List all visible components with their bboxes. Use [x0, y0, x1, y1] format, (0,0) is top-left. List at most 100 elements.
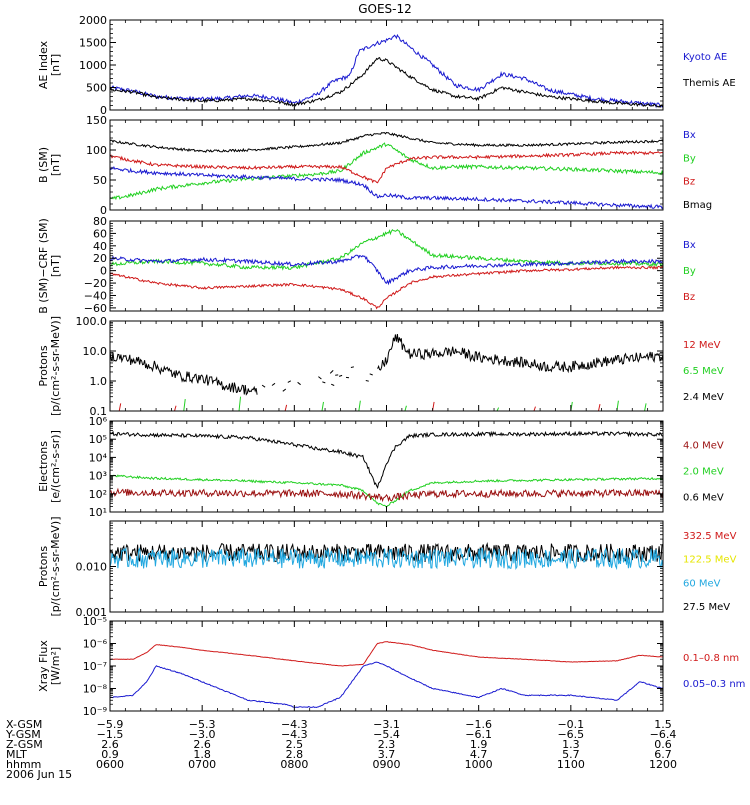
series-line-1: [110, 541, 663, 563]
panel-protons_high: 0.001 0.010 Protons [p/(cm²-s-sr-MeV)] 332.5…: [37, 517, 737, 620]
legend-entry: 122.5 MeV: [683, 555, 737, 566]
x-axis-table: X-GSM −5.9 −5.3 −4.3 −3.1 −1.6 −0.1 1.5 Y-GSM −1.…: [5, 718, 677, 781]
series-line-1: [110, 430, 663, 490]
panel-protons_low: 0.1 1.0 10.0 100.0 Protons [p/(cm²-s-sr-MeV)]…: [37, 315, 724, 418]
panel-series-group: [110, 334, 663, 411]
series-spike: [404, 405, 407, 411]
series-line-2: [110, 57, 663, 109]
y-tick-label: 10.0: [83, 345, 108, 358]
x-axis-row-value: −6.4: [650, 728, 677, 741]
x-axis-row-value: −4.3: [281, 718, 308, 731]
y-tick-label: 10⁻⁵: [83, 615, 107, 628]
x-axis-row-value: 0600: [96, 758, 124, 771]
y-tick-label: 10⁶: [89, 415, 108, 428]
x-axis-row-value: 1100: [557, 758, 585, 771]
panel-frame: [109, 119, 664, 211]
series-spike: [118, 403, 122, 411]
legend-entry: Bz: [683, 292, 695, 303]
series-spike: [238, 396, 242, 411]
panel-series-group: [110, 641, 663, 709]
x-axis-row-value: 2.6: [101, 738, 119, 751]
y-tick-label: 20: [93, 252, 107, 265]
x-axis-row-value: 0700: [188, 758, 216, 771]
y-tick-label: 40: [93, 240, 107, 253]
legend-entry: By: [683, 266, 696, 277]
x-axis-row-value: 0800: [280, 758, 308, 771]
panel-series-group: [110, 33, 663, 109]
y-tick-label: 60: [93, 227, 107, 240]
y-tick-label: 1500: [79, 37, 107, 50]
x-axis-row-value: 5.7: [562, 748, 580, 761]
y-tick-label: 80: [93, 215, 107, 228]
x-axis-row-label: hhmm: [6, 758, 41, 771]
legend-entry: 0.1–0.8 nm: [683, 653, 739, 664]
y-tick-label: 10²: [89, 488, 107, 501]
y-axis-unit: [p/(cm²-s-sr-MeV)]: [49, 316, 62, 416]
x-axis-date: 2006 Jun 15: [6, 768, 72, 781]
y-axis-label: Protons: [37, 546, 50, 587]
y-axis-label: B (SM)−CRF (SM): [37, 218, 50, 314]
x-axis-row-value: −1.6: [465, 718, 492, 731]
panel-series-group: [110, 541, 663, 571]
x-axis-row-value: 1200: [649, 758, 677, 771]
y-axis-label: Xray Flux: [37, 640, 50, 692]
y-tick-label: 0: [100, 204, 107, 217]
legend-entry: Bx: [683, 240, 696, 251]
panel-frame: [109, 520, 664, 613]
legend-entry: Bmag: [683, 200, 712, 211]
x-axis-row-value: 1.5: [654, 718, 672, 731]
y-axis-label: B (SM): [37, 147, 50, 183]
series-line-2: [110, 661, 663, 709]
y-axis-unit: [p/(cm²-s-sr-MeV)]: [49, 517, 62, 617]
series-line-1: [110, 33, 663, 109]
series-line-1: [110, 641, 663, 667]
series-spike: [183, 398, 186, 411]
series-line-4: [110, 166, 663, 210]
x-axis-row-value: 2.5: [286, 738, 304, 751]
y-axis-unit: [W/m²]: [49, 647, 62, 685]
y-tick-label: 150: [86, 114, 107, 127]
legend-entry: Bz: [683, 177, 695, 188]
legend-entry: 0.6 MeV: [683, 493, 724, 504]
x-axis-row-label: X-GSM: [6, 718, 42, 731]
series-spike: [284, 404, 288, 411]
y-tick-label: 0.010: [76, 561, 108, 574]
y-tick-label: 10¹: [89, 506, 107, 519]
series-spike: [533, 406, 536, 411]
y-axis-label: AE Index: [37, 40, 50, 89]
legend-entry: Themis AE: [682, 78, 736, 89]
x-axis-row-value: 0.9: [101, 748, 119, 761]
x-axis-row-value: 2.3: [378, 738, 396, 751]
x-axis-row-value: 0.6: [654, 738, 672, 751]
x-axis-row-value: −6.5: [557, 728, 584, 741]
y-tick-label: 10⁻⁸: [83, 683, 108, 696]
y-axis-unit: [nT]: [49, 255, 62, 277]
x-axis-row-label: Y-GSM: [5, 728, 41, 741]
x-axis-row-value: 1000: [465, 758, 493, 771]
y-tick-label: −60: [84, 302, 107, 315]
series-spike: [174, 405, 177, 411]
x-axis-row-value: −6.1: [465, 728, 492, 741]
legend-entry: 0.05–0.3 nm: [683, 679, 745, 690]
series-line-2: [110, 254, 663, 286]
y-tick-label: 2000: [79, 14, 107, 27]
panel-series-group: [110, 228, 663, 310]
legend-entry: 332.5 MeV: [683, 531, 737, 542]
x-axis-row-value: −4.3: [281, 728, 308, 741]
x-axis-row-value: −3.1: [373, 718, 400, 731]
x-axis-row-value: 6.7: [654, 748, 672, 761]
y-axis-label: Protons: [37, 345, 50, 386]
x-axis-row-value: 1.8: [193, 748, 211, 761]
legend-entry: 4.0 MeV: [683, 441, 724, 452]
x-axis-row-value: −5.3: [189, 718, 216, 731]
x-axis-row-label: Z-GSM: [6, 738, 43, 751]
legend-entry: 2.0 MeV: [683, 467, 724, 478]
series-line-3: [110, 150, 663, 184]
panel-ae: 0 500 1000 1500 2000 AE Index [nT] Kyoto AE Them…: [37, 14, 736, 117]
legend-entry: 6.5 MeV: [683, 366, 724, 377]
legend-entry: 60 MeV: [683, 578, 721, 589]
y-tick-label: 1000: [79, 59, 107, 72]
